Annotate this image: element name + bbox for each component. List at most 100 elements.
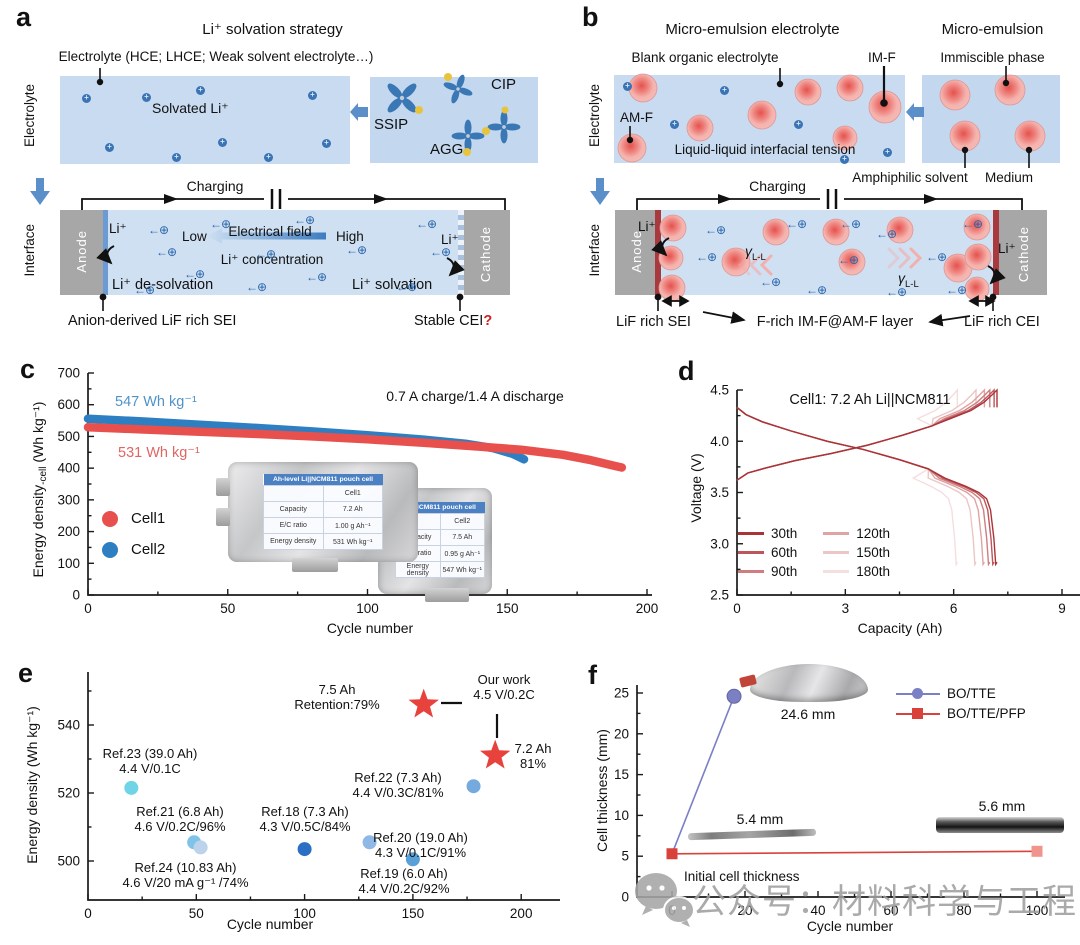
migrating-li-ion-icon: ←⊕: [294, 213, 315, 227]
x-tick-label: 150: [402, 906, 425, 921]
c-y-axis-label: Energy density-cell (Wh kg⁻¹): [30, 377, 49, 602]
ref24-label: Ref.24 (10.83 Ah) 4.6 V/20 mA g⁻¹ /74%: [88, 860, 283, 890]
ref-line2: 4.4 V/0.3C/81%: [352, 785, 444, 801]
legend-item-Cell2: Cell2: [102, 541, 165, 558]
ref-line2: 4.6 V/0.2C/96%: [134, 819, 226, 835]
imf-label: IM-F: [868, 50, 896, 65]
legend-label: 90th: [771, 564, 798, 579]
layer-caption: F-rich IM-F@AM-F layer: [756, 314, 914, 330]
migrating-li-ion-icon: ←⊕: [156, 245, 177, 259]
square-marker-BO/TTE/PFP: [666, 848, 678, 860]
y-tick-label: 15: [614, 767, 629, 782]
migrating-li-ion-icon: ←⊕: [886, 285, 907, 299]
ref18-label: Ref.18 (7.3 Ah) 4.3 V/0.5C/84%: [240, 804, 370, 834]
anode-block: [60, 210, 103, 295]
cei-layer-red: [993, 210, 999, 295]
cathode-block: [999, 210, 1047, 295]
cathode-label: Cathode: [1016, 226, 1031, 283]
cell: Energy density: [395, 561, 441, 578]
legend-item-30th: 30th: [738, 526, 797, 541]
legend-swatch: [896, 687, 940, 701]
x-tick-label: 3: [842, 601, 850, 616]
x-tick-label: 20: [737, 903, 752, 918]
li-ion-icon: +: [172, 152, 181, 162]
ssip-label: SSIP: [374, 116, 409, 133]
migrating-li-ion-icon: ←⊕: [806, 283, 827, 297]
ref-line2: 4.3 V/0.5C/84%: [259, 819, 351, 835]
x-tick-label: 0: [733, 601, 741, 616]
legend-swatch: [896, 707, 940, 721]
micro-emulsion-inset: [922, 75, 1060, 163]
cei-question-mark: ?: [483, 313, 493, 329]
migrating-li-ion-icon: ←⊕: [705, 223, 726, 237]
legend-label: BO/TTE/PFP: [947, 706, 1026, 721]
migrating-li-ion-icon: ←⊕: [946, 283, 967, 297]
charging-circuit: [636, 189, 1023, 210]
legend-label: 120th: [856, 526, 891, 541]
y-tick-label: 25: [614, 686, 629, 701]
y-tick-label: 4.5: [710, 383, 729, 398]
x-tick-label: 0: [84, 906, 92, 921]
high-label: High: [336, 229, 364, 244]
cell: Energy density: [263, 533, 324, 550]
star-line2: 81%: [519, 756, 547, 772]
y-tick-label: 600: [57, 397, 80, 412]
migrating-li-ion-icon: ←⊕: [786, 217, 807, 231]
cathode-label: Cathode: [478, 226, 493, 283]
li-concentration-label: Li⁺ concentration: [220, 252, 324, 267]
y-tick-label: 20: [614, 726, 629, 741]
x-tick-label: 40: [810, 903, 825, 918]
anode-label: Anode: [74, 230, 89, 273]
migrating-li-ion-icon: ←⊕: [840, 217, 861, 231]
migrating-li-ion-icon: ←⊕: [346, 243, 367, 257]
li-label-cathode: Li⁺: [998, 241, 1016, 256]
legend-dot-icon: [102, 510, 118, 527]
square-marker-BO/TTE/PFP: [1031, 845, 1043, 857]
migrating-li-ion-icon: ←⊕: [210, 217, 231, 231]
x-tick-label: 0: [84, 601, 92, 616]
gamma-subscript: L-L: [905, 278, 919, 290]
cei-caption: LiF rich CEI: [964, 314, 1040, 330]
cell: 547 Wh kg⁻¹: [439, 561, 485, 578]
ref-line2: 4.4 V/0.1C: [119, 761, 181, 777]
x-tick-label: 200: [636, 601, 659, 616]
layer-thickness-arrows: [661, 295, 996, 307]
our-work-line1: Our work: [477, 672, 531, 687]
legend-item-120th: 120th: [823, 526, 890, 541]
x-tick-label: 200: [510, 906, 533, 921]
agg-label: AGG: [430, 141, 464, 158]
migrating-li-ion-icon: ←⊕: [148, 223, 169, 237]
migrating-li-ion-icon: ←⊕: [838, 253, 859, 267]
panel-a-title: Li⁺ solvation strategy: [202, 21, 343, 38]
side-label-interface: Interface: [587, 224, 602, 277]
y-tick-label: 500: [57, 429, 80, 444]
legend-dot-icon: [102, 541, 118, 558]
panel-letter-b: b: [582, 2, 599, 32]
legend-circle-icon: [912, 688, 923, 699]
migrating-li-ion-icon: ←⊕: [306, 270, 327, 284]
tension-label: Liquid-liquid interfacial tension: [674, 142, 856, 157]
chart-c: 0 50 100 150 200 0 100 200 300 400 500 600 700: [57, 366, 659, 616]
star-72ah-label: 7.2 Ah 81%: [500, 741, 566, 771]
x-tick-label: 50: [220, 601, 235, 616]
data-point-Ref23: [124, 780, 139, 795]
thin-cell-photo-2: [936, 817, 1064, 833]
legend-label: Cell2: [131, 541, 166, 558]
legend-item-Cell1: Cell1: [102, 510, 165, 527]
cell: [263, 485, 324, 502]
ref23-label: Ref.23 (39.0 Ah) 4.4 V/0.1C: [70, 746, 230, 776]
legend-label: 180th: [856, 564, 891, 579]
y-tick-label: 520: [57, 786, 80, 801]
table2-header: Li||NCM811 pouch cell: [395, 502, 485, 514]
ref19-label: Ref.19 (6.0 Ah) 4.4 V/0.2C/92%: [344, 866, 464, 896]
star-line1: 7.2 Ah: [514, 741, 552, 756]
legend-label: Cell1: [131, 510, 166, 527]
migrating-li-ion-icon: ←⊕: [430, 245, 451, 259]
charge-curve-30th: [736, 388, 998, 481]
micro-emulsion-inset-title: Micro-emulsion: [941, 21, 1044, 38]
ref20-label: Ref.20 (19.0 Ah) 4.3 V/0.1C/91%: [358, 830, 483, 860]
pouch1-tab-3: [292, 558, 338, 572]
y-tick-label: 500: [57, 854, 80, 869]
cell: Cell2: [439, 513, 485, 530]
ref-line2: 4.4 V/0.2C/92%: [358, 881, 450, 897]
